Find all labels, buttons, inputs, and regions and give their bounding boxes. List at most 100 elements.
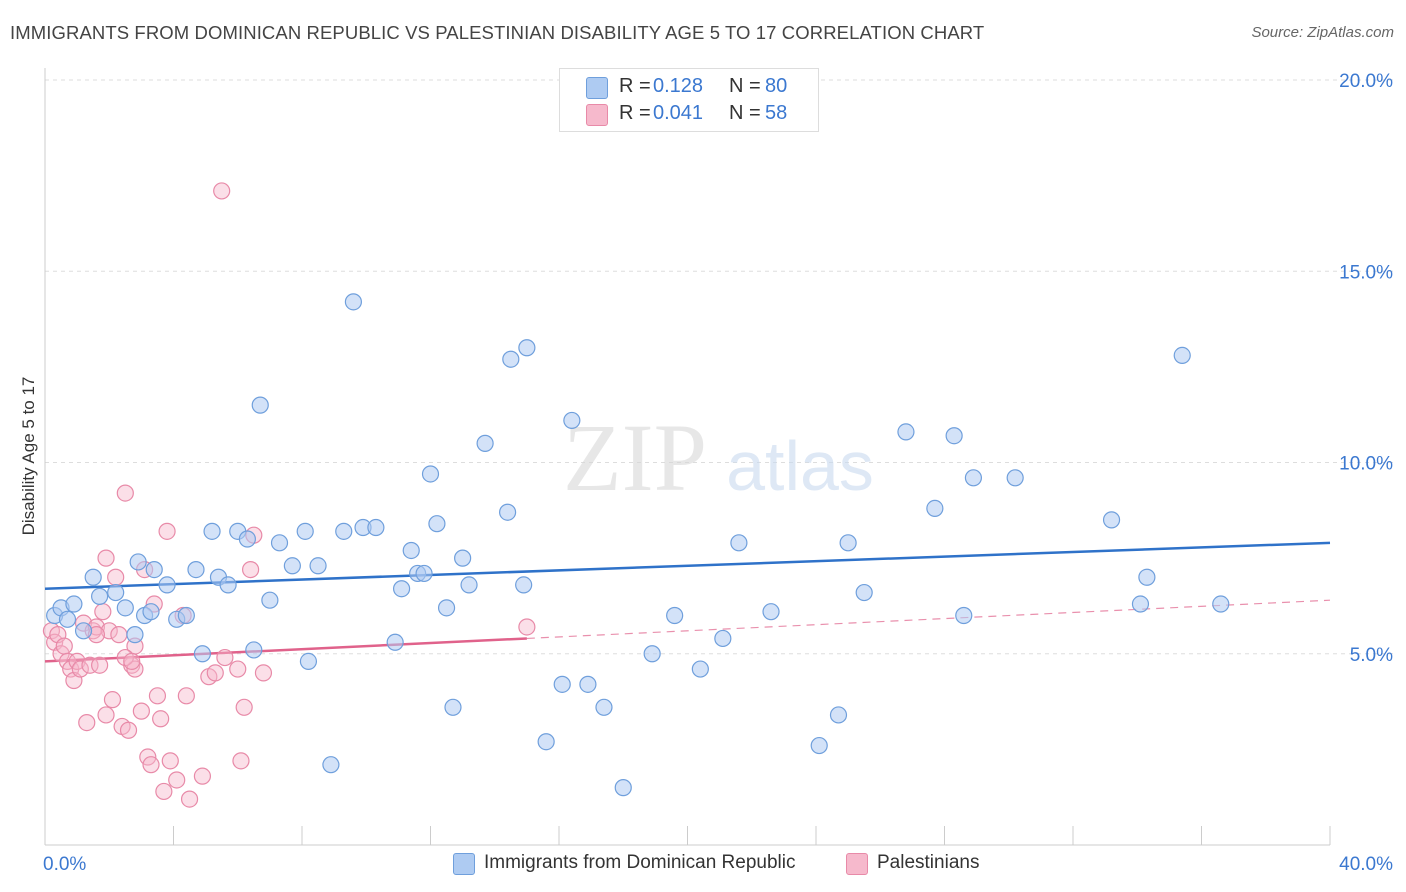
axes	[44, 68, 1331, 846]
data-point-dominican	[65, 595, 83, 613]
data-point-palestinian	[152, 710, 170, 728]
data-point-dominican	[158, 576, 176, 594]
data-point-dominican	[251, 396, 269, 414]
data-point-dominican	[476, 434, 494, 452]
legend-n-value: 80	[765, 75, 788, 97]
data-point-palestinian	[142, 756, 160, 774]
data-point-palestinian	[213, 182, 231, 200]
data-point-dominican	[107, 583, 125, 602]
data-point-palestinian	[518, 618, 536, 636]
data-point-palestinian	[116, 484, 134, 502]
data-point-palestinian	[119, 721, 138, 739]
data-point-dominican	[691, 660, 709, 678]
data-point-dominican	[897, 423, 915, 441]
y-tick-label: 15.0%	[1339, 262, 1393, 283]
data-point-palestinian	[81, 656, 99, 674]
data-point-palestinian	[168, 771, 186, 789]
data-point-palestinian	[216, 648, 234, 667]
data-point-dominican	[502, 350, 520, 368]
data-point-dominican	[537, 733, 555, 751]
data-point-dominican	[595, 698, 613, 716]
points-dominican-republic	[46, 293, 1230, 797]
data-point-dominican	[945, 427, 963, 445]
data-point-dominican	[428, 515, 446, 533]
legend-n-value: 58	[765, 102, 788, 124]
data-point-dominican	[335, 522, 353, 540]
data-point-dominican	[810, 736, 828, 755]
data-point-palestinian	[229, 660, 247, 678]
data-point-dominican	[392, 580, 411, 598]
y-tick-label: 5.0%	[1350, 645, 1393, 666]
data-point-dominican	[322, 756, 340, 774]
watermark-atlas: atlas	[726, 427, 874, 505]
data-point-dominican	[437, 599, 456, 617]
legend-swatch-pink	[586, 104, 608, 126]
data-point-dominican	[955, 606, 973, 625]
data-point-palestinian	[206, 664, 224, 682]
tick-labels: 5.0% 10.0% 15.0% 20.0% 0.0% 40.0%	[43, 71, 1393, 875]
legend: R = 0.128 N = 80 R = 0.041 N = 58	[559, 68, 819, 132]
legend-r-value: 0.128	[653, 75, 704, 97]
data-point-dominican	[238, 530, 256, 548]
y-tick-label: 20.0%	[1339, 71, 1393, 92]
data-point-palestinian	[55, 637, 73, 655]
data-point-palestinian	[123, 652, 141, 671]
data-point-dominican	[177, 606, 195, 625]
data-point-dominican	[855, 583, 873, 602]
data-point-dominican	[193, 645, 212, 663]
data-point-dominican	[666, 606, 684, 625]
data-point-dominican	[415, 564, 433, 583]
data-point-dominican	[643, 645, 661, 663]
source-label: Source: ZipAtlas.com	[1251, 24, 1394, 41]
data-point-dominican	[116, 599, 134, 617]
data-point-palestinian	[71, 660, 89, 678]
data-point-dominican	[142, 603, 160, 621]
data-point-dominican	[402, 541, 420, 560]
bottom-legend-swatch-pink	[846, 853, 868, 875]
data-point-dominican	[386, 633, 404, 651]
data-point-dominican	[499, 503, 517, 521]
data-point-palestinian	[242, 560, 260, 579]
data-point-dominican	[614, 779, 632, 797]
data-point-dominican	[1138, 568, 1156, 586]
data-point-dominican	[367, 518, 385, 537]
legend-n-label: N =	[729, 75, 761, 97]
data-point-palestinian	[180, 790, 199, 808]
data-point-palestinian	[193, 767, 212, 785]
data-point-palestinian	[100, 622, 118, 640]
trend-line-dominican	[44, 541, 1331, 590]
data-point-dominican	[839, 534, 857, 552]
data-point-dominican	[454, 549, 472, 567]
chart-title: IMMIGRANTS FROM DOMINICAN REPUBLIC VS PA…	[10, 22, 985, 43]
data-point-palestinian	[78, 713, 96, 732]
data-point-dominican	[730, 534, 748, 552]
legend-n-label: N =	[729, 102, 761, 124]
data-point-palestinian	[97, 549, 115, 567]
data-point-palestinian	[132, 702, 150, 720]
data-point-palestinian	[177, 687, 195, 705]
data-point-dominican	[579, 675, 597, 693]
data-point-palestinian	[235, 698, 253, 716]
data-point-dominican	[91, 587, 109, 605]
data-point-dominican	[145, 560, 163, 579]
legend-r-value: 0.041	[653, 102, 704, 124]
data-point-dominican	[762, 603, 780, 621]
data-point-dominican	[1173, 346, 1191, 364]
x-tick-label: 0.0%	[43, 854, 86, 875]
data-point-dominican	[563, 411, 581, 430]
data-point-dominican	[1102, 511, 1121, 529]
bottom-legend-label: Palestinians	[877, 852, 980, 873]
data-point-dominican	[299, 652, 318, 671]
legend-r-label: R =	[619, 102, 651, 124]
data-point-dominican	[1212, 595, 1230, 613]
trend-line-palestinian-extension	[526, 599, 1331, 640]
points-palestinians	[42, 182, 536, 808]
data-point-dominican	[344, 293, 362, 311]
data-point-dominican	[421, 465, 440, 483]
data-point-palestinian	[110, 626, 128, 644]
data-point-dominican	[1131, 595, 1150, 613]
data-point-dominican	[270, 534, 289, 552]
bottom-legend-swatch-blue	[453, 853, 475, 875]
data-point-dominican	[460, 576, 478, 594]
data-point-palestinian	[107, 568, 125, 586]
